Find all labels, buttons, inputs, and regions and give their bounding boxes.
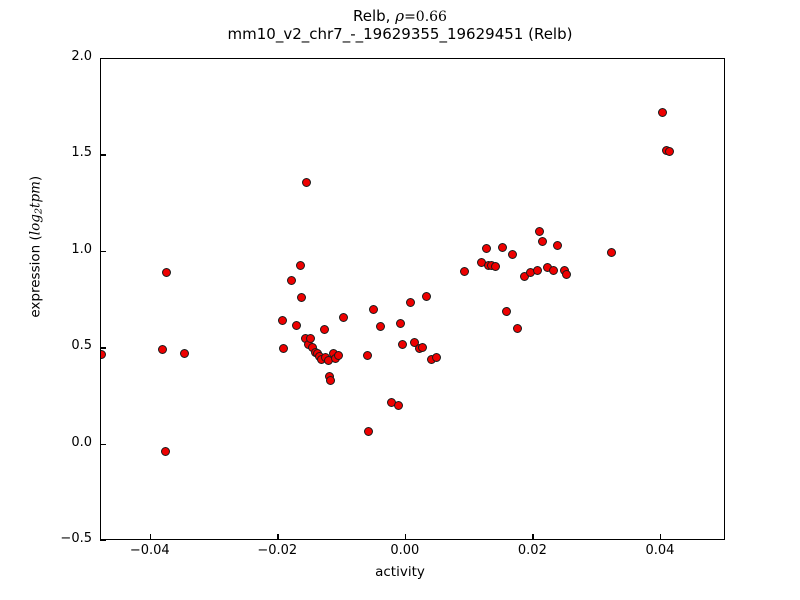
y-tick-mark [100,154,106,156]
scatter-point [302,178,312,188]
scatter-point [180,349,190,359]
scatter-point [481,244,491,254]
scatter-point [535,227,545,237]
x-tick-mark [277,534,279,540]
scatter-point [537,237,547,247]
scatter-point [291,320,301,330]
scatter-point [498,243,508,253]
scatter-point [339,313,349,323]
scatter-point [606,248,616,258]
y-tick-label: 2.0 [71,49,92,64]
chart-title: Relb, ρ=0.66 mm10_v2_chr7_-_19629355_196… [0,8,800,42]
x-tick-label: 0.00 [390,543,420,558]
chart-title-gene: Relb, [353,7,391,25]
scatter-point [460,267,470,277]
scatter-point [375,322,385,332]
y-tick-mark [100,58,106,60]
scatter-point [421,291,431,301]
x-tick-mark [532,534,534,540]
scatter-point [553,241,563,251]
y-axis-label-logsub: 2 [33,207,45,215]
y-tick-label: −0.5 [60,531,92,546]
rho-symbol: ρ [395,7,405,25]
x-tick-label: 0.04 [645,543,675,558]
x-tick-mark [659,534,662,540]
scatter-point [396,319,406,329]
scatter-point [431,352,441,362]
scatter-point [562,270,572,280]
scatter-point [160,446,170,456]
scatter-point [364,426,374,436]
y-tick-mark [100,347,106,349]
y-tick-mark [100,250,106,253]
chart-title-line1: Relb, ρ=0.66 [0,8,800,26]
y-tick-label: 1.5 [71,145,92,161]
y-axis-label-suffix: ) [27,175,44,182]
scatter-point [161,267,171,277]
scatter-point [277,315,287,325]
y-tick-label: 1.0 [71,241,92,257]
scatter-point [326,376,336,386]
scatter-point [319,325,329,335]
scatter-point [305,333,315,343]
scatter-point [297,293,307,303]
y-axis-label: expression (log2tpm) [27,47,44,447]
scatter-point [334,351,344,361]
scatter-point [665,147,675,157]
y-tick-mark [100,443,106,445]
scatter-point [296,260,306,270]
y-tick-mark [100,540,106,542]
x-axis-label: activity [375,564,425,580]
y-tick-label: 0.5 [71,338,92,354]
rho-value: =0.66 [404,9,447,25]
scatter-point [397,340,407,350]
scatter-point [369,305,379,315]
scatter-point [101,350,106,360]
scatter-point [657,108,667,118]
scatter-point [417,342,427,352]
scatter-point [410,337,420,347]
scatter-point [549,265,559,275]
x-tick-mark [404,534,407,540]
x-tick-label: −0.02 [257,543,298,558]
y-axis-label-prefix: expression ( [27,235,44,318]
scatter-point [157,344,167,354]
scatter-point [532,265,542,275]
scatter-point [512,324,522,334]
scatter-plot-area [101,59,724,539]
scatter-point [406,298,416,308]
y-axis-label-log: log [27,214,44,236]
scatter-point [490,261,500,271]
x-tick-mark [149,534,152,540]
x-tick-label: 0.02 [517,543,547,558]
x-tick-label: −0.04 [129,543,170,558]
scatter-point [363,350,373,360]
scatter-point [278,344,288,354]
scatter-point [393,400,403,410]
scatter-point [502,307,512,317]
chart-subtitle: mm10_v2_chr7_-_19629355_19629451 (Relb) [227,24,573,43]
plot-frame [100,58,725,540]
y-axis-label-tpm: tpm [27,181,44,208]
scatter-point [508,250,518,260]
scatter-point [287,276,297,286]
y-tick-label: 0.0 [71,434,92,450]
